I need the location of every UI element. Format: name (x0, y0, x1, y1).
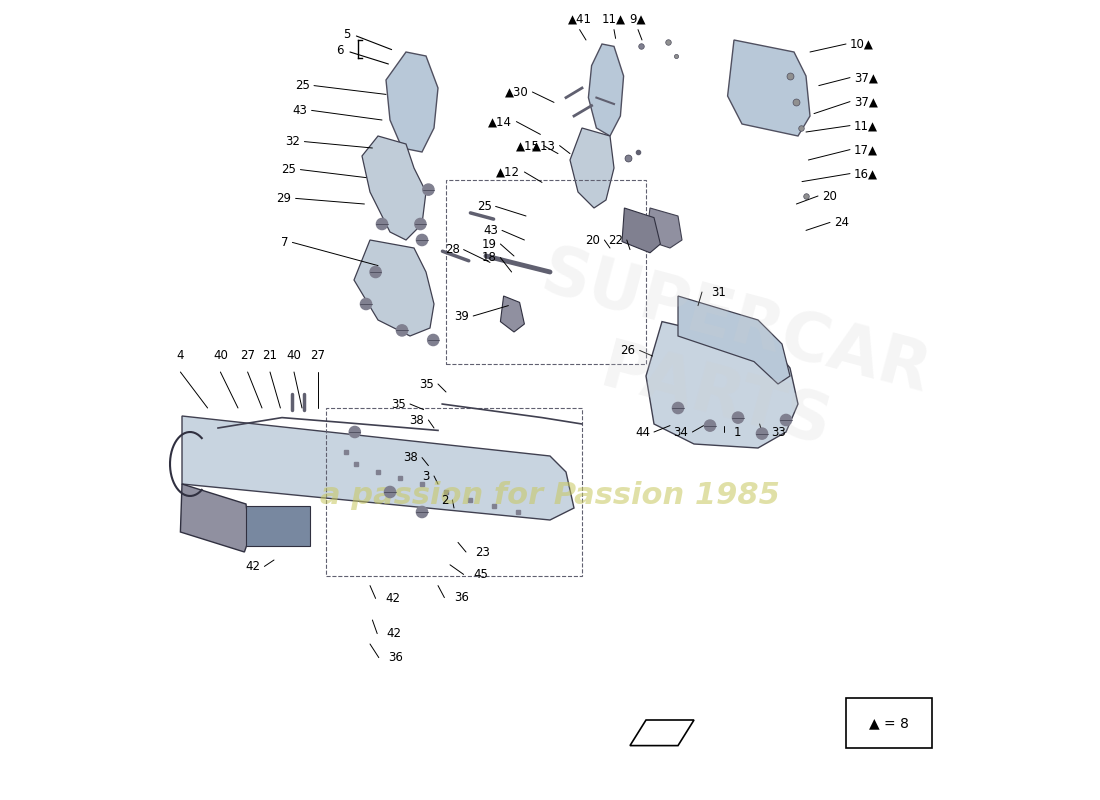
Text: 35: 35 (419, 378, 435, 390)
Polygon shape (362, 136, 426, 240)
Text: 25: 25 (295, 79, 310, 92)
Text: ▲13: ▲13 (531, 139, 556, 152)
Text: 39: 39 (454, 310, 470, 322)
Circle shape (396, 325, 408, 336)
Text: 20: 20 (585, 234, 601, 246)
FancyBboxPatch shape (246, 506, 310, 546)
Polygon shape (646, 208, 682, 248)
Circle shape (704, 420, 716, 431)
Text: 31: 31 (712, 286, 726, 298)
Text: 20: 20 (822, 190, 837, 202)
Text: 11▲: 11▲ (854, 119, 878, 132)
Text: 36: 36 (454, 591, 469, 604)
Text: 43: 43 (293, 104, 308, 117)
Circle shape (417, 506, 428, 518)
Text: 23: 23 (475, 546, 491, 558)
Polygon shape (678, 296, 790, 384)
Circle shape (370, 266, 382, 278)
Circle shape (376, 218, 387, 230)
Text: 25: 25 (476, 200, 492, 213)
Text: 32: 32 (286, 135, 300, 148)
Circle shape (733, 412, 744, 423)
Circle shape (757, 428, 768, 439)
Circle shape (361, 298, 372, 310)
Text: ▲41: ▲41 (568, 13, 592, 26)
Polygon shape (588, 44, 624, 136)
Text: 21: 21 (263, 350, 277, 362)
Text: 11▲: 11▲ (602, 13, 626, 26)
Text: 45: 45 (473, 568, 488, 581)
Text: 37▲: 37▲ (854, 95, 878, 108)
Text: 5: 5 (342, 28, 350, 41)
Text: 6: 6 (337, 44, 343, 57)
Text: 44: 44 (635, 426, 650, 438)
Text: 35: 35 (392, 398, 406, 410)
Text: 17▲: 17▲ (854, 143, 878, 156)
Text: 27: 27 (240, 350, 255, 362)
Text: a passion for Passion 1985: a passion for Passion 1985 (320, 482, 780, 510)
Polygon shape (621, 208, 660, 253)
Text: 36: 36 (388, 651, 404, 664)
Text: ▲12: ▲12 (496, 166, 520, 178)
Text: ▲15: ▲15 (516, 139, 540, 152)
Text: 10▲: 10▲ (850, 38, 873, 50)
Text: 42: 42 (387, 627, 402, 640)
Text: 37▲: 37▲ (854, 71, 878, 84)
Text: 27: 27 (310, 350, 326, 362)
FancyBboxPatch shape (846, 698, 933, 748)
Text: 3: 3 (422, 470, 430, 482)
Polygon shape (630, 720, 694, 746)
Text: 1: 1 (734, 426, 741, 438)
Text: 29: 29 (276, 192, 292, 205)
Circle shape (672, 402, 683, 414)
Polygon shape (570, 128, 614, 208)
Text: SUPERCAR
PARTS: SUPERCAR PARTS (515, 239, 937, 481)
Text: 38: 38 (404, 451, 418, 464)
Text: 22: 22 (608, 234, 623, 246)
Text: 24: 24 (834, 216, 849, 229)
Text: 40: 40 (287, 350, 301, 362)
Text: 4: 4 (177, 350, 184, 362)
Text: 25: 25 (282, 163, 296, 176)
Circle shape (428, 334, 439, 346)
Text: ▲30: ▲30 (505, 86, 528, 98)
Text: ▲ = 8: ▲ = 8 (869, 716, 909, 730)
Polygon shape (182, 416, 574, 520)
Text: 7: 7 (280, 236, 288, 249)
Text: 33: 33 (771, 426, 786, 438)
Text: 28: 28 (444, 243, 460, 256)
Circle shape (417, 234, 428, 246)
Text: 42: 42 (245, 560, 261, 573)
Text: 34: 34 (673, 426, 689, 438)
Text: 9▲: 9▲ (629, 13, 647, 26)
Polygon shape (180, 484, 250, 552)
Polygon shape (646, 322, 798, 448)
Text: 26: 26 (620, 344, 636, 357)
Text: 2: 2 (441, 494, 449, 506)
Text: 42: 42 (385, 592, 400, 605)
Text: 38: 38 (409, 414, 425, 426)
Polygon shape (727, 40, 810, 136)
Circle shape (415, 218, 426, 230)
Circle shape (384, 486, 396, 498)
Polygon shape (354, 240, 434, 336)
Polygon shape (386, 52, 438, 152)
Polygon shape (500, 296, 525, 332)
Text: 16▲: 16▲ (854, 167, 878, 180)
Circle shape (349, 426, 361, 438)
Circle shape (422, 184, 435, 195)
Circle shape (780, 414, 792, 426)
Text: 18: 18 (482, 251, 496, 264)
Text: ▲14: ▲14 (488, 115, 513, 128)
Text: 43: 43 (483, 224, 498, 237)
Text: 19: 19 (482, 238, 496, 250)
Text: 40: 40 (213, 350, 228, 362)
